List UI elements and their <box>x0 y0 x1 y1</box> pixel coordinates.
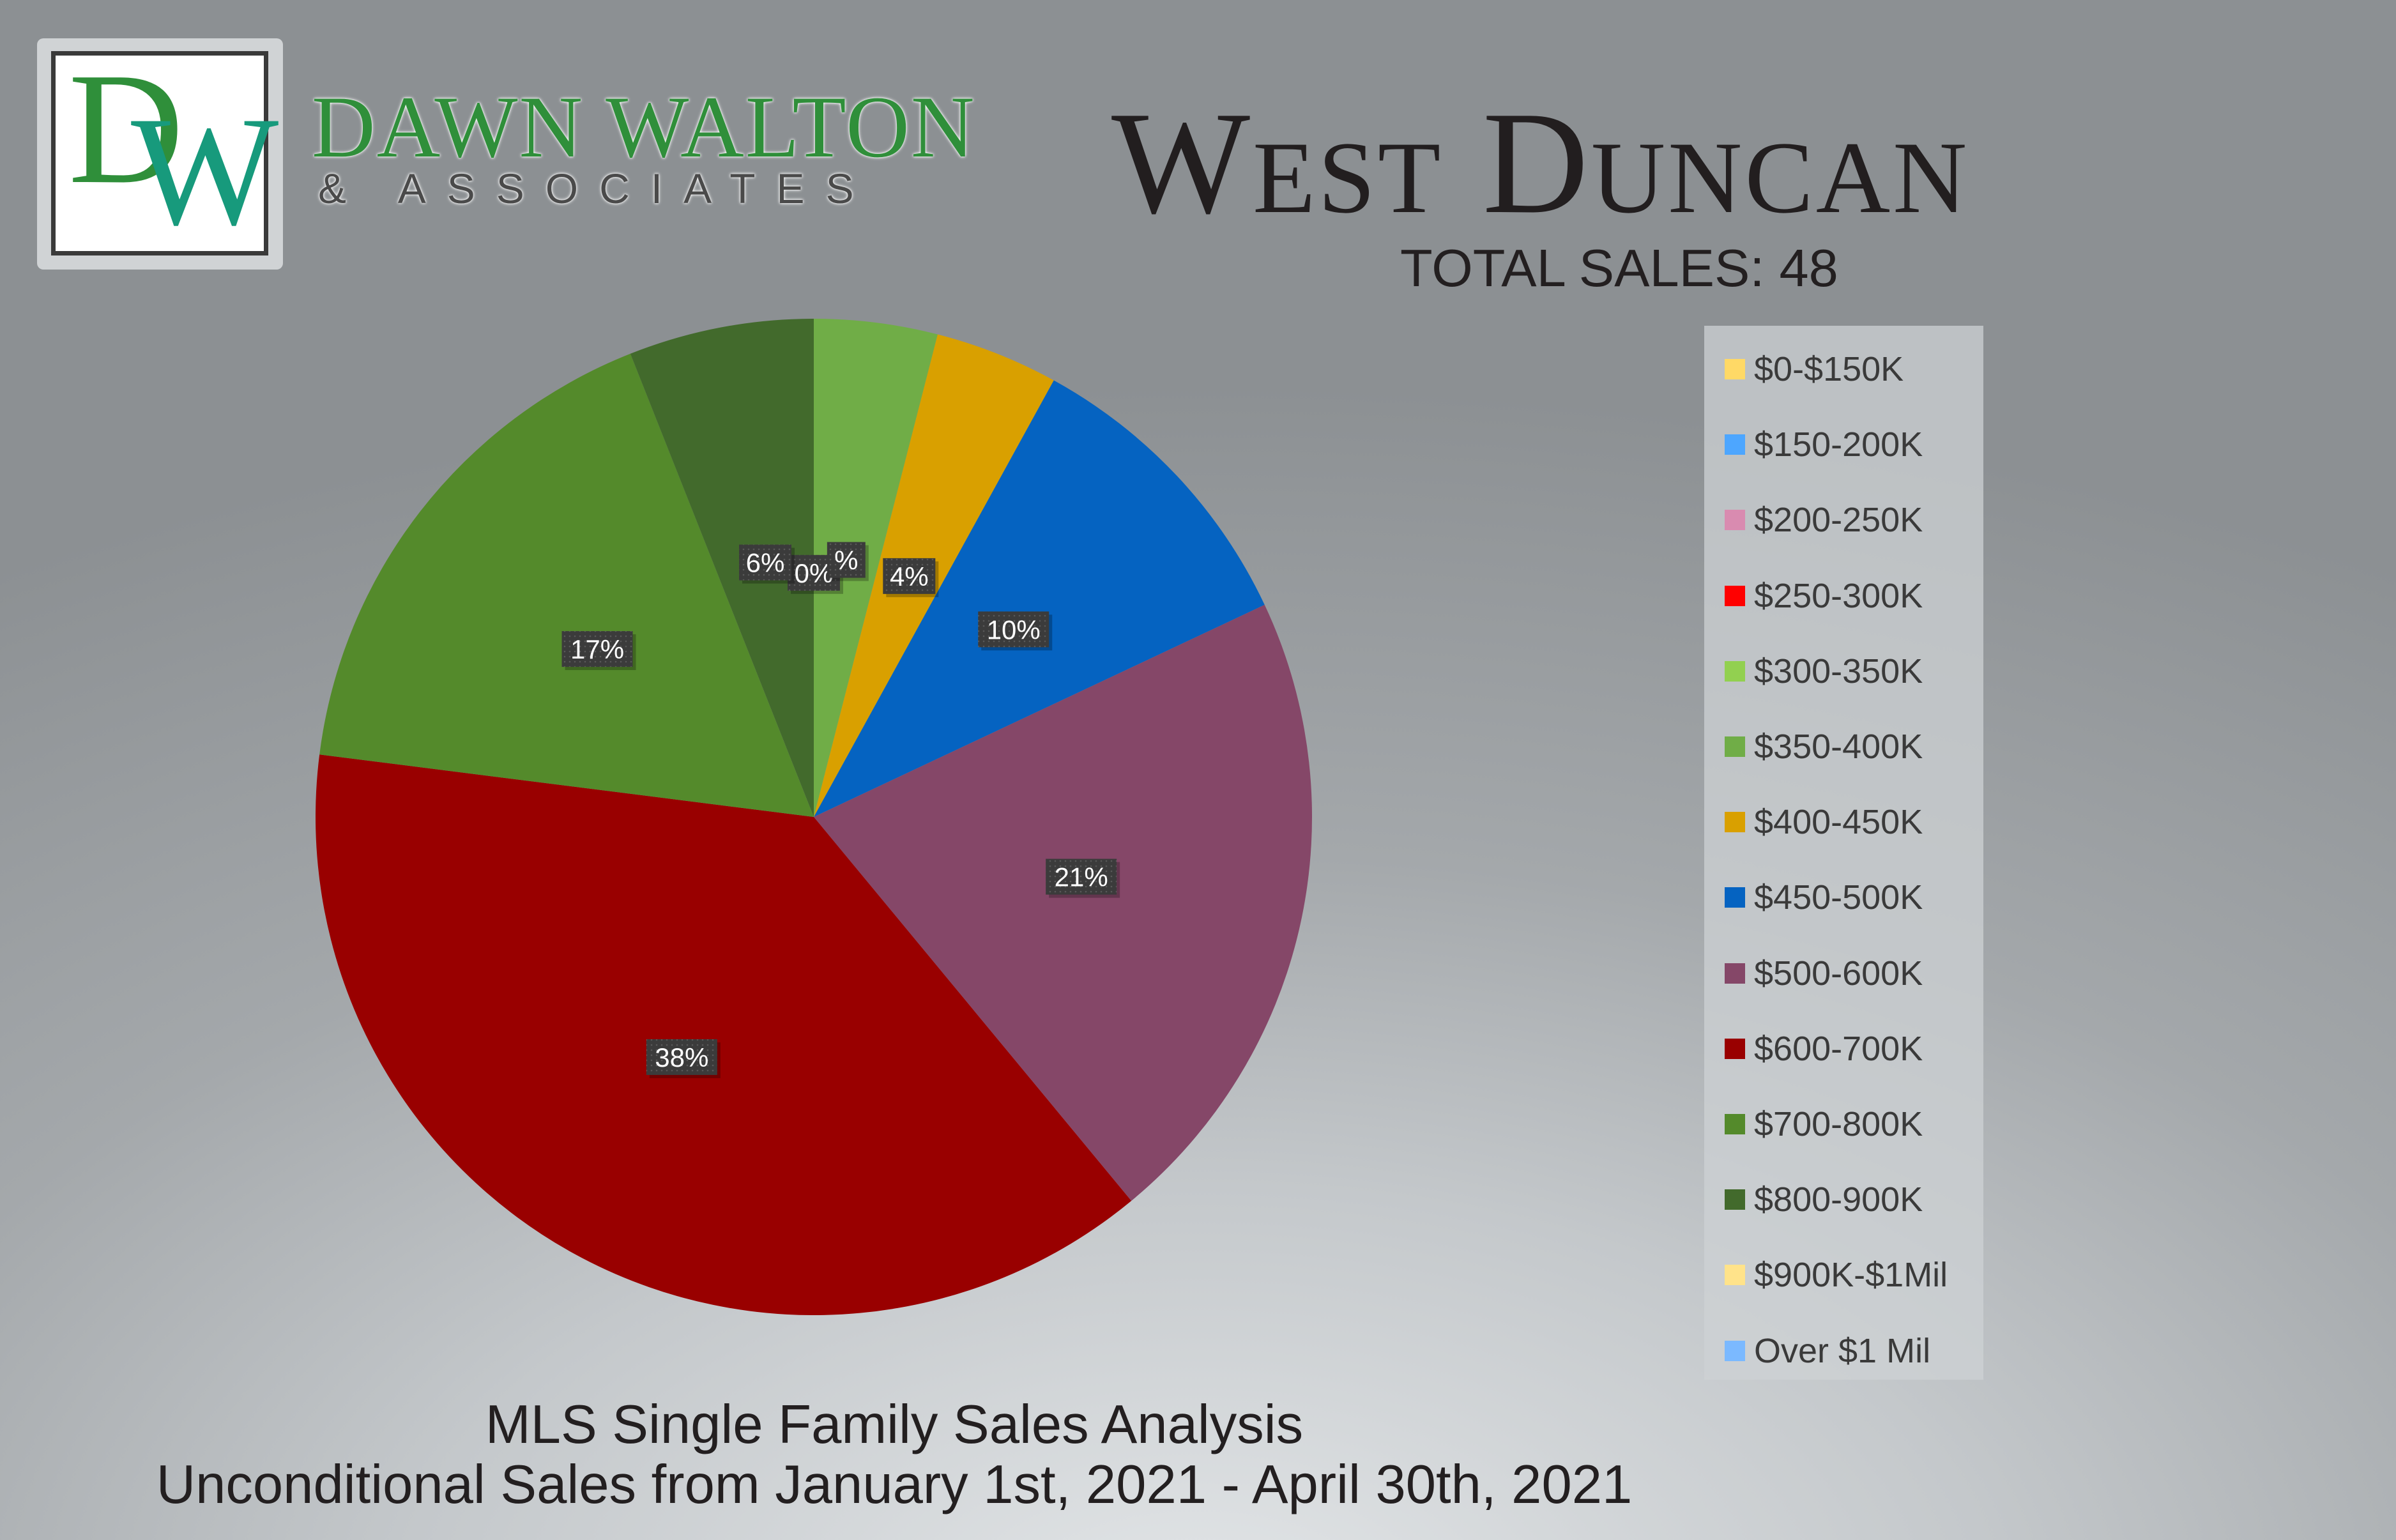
legend-label: $600-700K <box>1754 1029 1923 1068</box>
footer-line-2: Unconditional Sales from January 1st, 20… <box>156 1454 1633 1515</box>
logo-letter-d: D <box>68 40 184 217</box>
pie-slice-350-400k <box>814 319 938 817</box>
legend-label: $250-300K <box>1754 576 1923 615</box>
legend-swatch <box>1725 1265 1745 1286</box>
legend-item-0-150k: $0-$150K <box>1704 344 1904 395</box>
legend-label: $700-800K <box>1754 1105 1923 1143</box>
legend-item-400-450k: $400-450K <box>1704 797 1923 848</box>
svg-text:4%: 4% <box>890 561 929 591</box>
svg-text:17%: 17% <box>570 634 624 664</box>
svg-text:21%: 21% <box>1055 862 1108 892</box>
pie-slice-500-600k <box>814 604 1313 1201</box>
legend-item-250-300k: $250-300K <box>1704 570 1923 621</box>
pie-slice-450-500k <box>814 380 1265 817</box>
legend-item-over-1-mil: Over $1 Mil <box>1704 1325 1930 1376</box>
legend-label: $900K-$1Mil <box>1754 1256 1948 1295</box>
data-label-350-400k: % <box>827 542 869 581</box>
legend-swatch <box>1725 359 1745 379</box>
legend-item-150-200k: $150-200K <box>1704 419 1923 470</box>
legend-item-800-900k: $800-900K <box>1704 1174 1923 1225</box>
pie-slice-800-900k <box>630 319 814 817</box>
legend-label: $350-400K <box>1754 728 1923 766</box>
legend-item-200-250k: $200-250K <box>1704 494 1923 545</box>
legend-swatch <box>1725 510 1745 531</box>
legend-item-600-700k: $600-700K <box>1704 1023 1923 1074</box>
legend-item-900k-1mil: $900K-$1Mil <box>1704 1249 1948 1300</box>
legend-swatch <box>1725 1189 1745 1210</box>
svg-text:0%: 0% <box>795 558 834 588</box>
legend-swatch <box>1725 887 1745 908</box>
legend-swatch <box>1725 1038 1745 1059</box>
svg-text:6%: 6% <box>746 548 785 578</box>
legend-label: $800-900K <box>1754 1180 1923 1219</box>
legend-label: $150-200K <box>1754 425 1923 464</box>
logo-letter-w: W <box>131 84 279 257</box>
legend-label: $300-350K <box>1754 652 1923 690</box>
brand-subtitle: & ASSOCIATES <box>318 165 875 212</box>
legend-item-700-800k: $700-800K <box>1704 1099 1923 1150</box>
footer-line-1: MLS Single Family Sales Analysis <box>485 1394 1304 1455</box>
legend-item-500-600k: $500-600K <box>1704 948 1923 999</box>
legend-swatch <box>1725 736 1745 757</box>
pie-slice-700-800k <box>319 353 814 817</box>
logo-monogram-frame: D W <box>51 40 279 255</box>
data-label-600-700k: 38% <box>646 1039 721 1078</box>
legend-item-450-500k: $450-500K <box>1704 872 1923 923</box>
legend-label: $500-600K <box>1754 954 1923 993</box>
data-label-500-600k: 21% <box>1046 858 1120 898</box>
chart-legend: $0-$150K $150-200K $200-250K $250-300K $300-… <box>1704 326 1983 1380</box>
data-label-700-800k: 17% <box>561 631 636 671</box>
legend-swatch <box>1725 963 1745 984</box>
legend-swatch <box>1725 1340 1745 1361</box>
legend-swatch <box>1725 434 1745 455</box>
logo: D W <box>37 38 283 270</box>
svg-text:38%: 38% <box>655 1042 708 1072</box>
brand-name: DAWN WALTON <box>312 78 976 176</box>
legend-label: $200-250K <box>1754 501 1923 540</box>
legend-item-300-350k: $300-350K <box>1704 646 1923 697</box>
legend-item-350-400k: $350-400K <box>1704 721 1923 772</box>
legend-swatch <box>1725 660 1745 682</box>
total-sales: TOTAL SALES: 48 <box>1400 238 1838 298</box>
svg-text:%: % <box>834 545 858 576</box>
data-label-800-900k: 6% <box>738 544 795 584</box>
legend-label: $450-500K <box>1754 878 1923 917</box>
data-label-450-500k: 10% <box>978 611 1053 651</box>
legend-label: Over $1 Mil <box>1754 1331 1931 1370</box>
pie-slice-600-700k <box>316 754 1132 1316</box>
legend-swatch <box>1725 585 1745 606</box>
legend-label: $400-450K <box>1754 803 1923 842</box>
svg-text:10%: 10% <box>987 614 1041 644</box>
legend-label: $0-$150K <box>1754 350 1904 388</box>
legend-swatch <box>1725 1114 1745 1134</box>
data-label-400-450k: 4% <box>883 558 939 597</box>
legend-swatch <box>1725 812 1745 833</box>
page-title: West Duncan <box>1111 81 1970 244</box>
